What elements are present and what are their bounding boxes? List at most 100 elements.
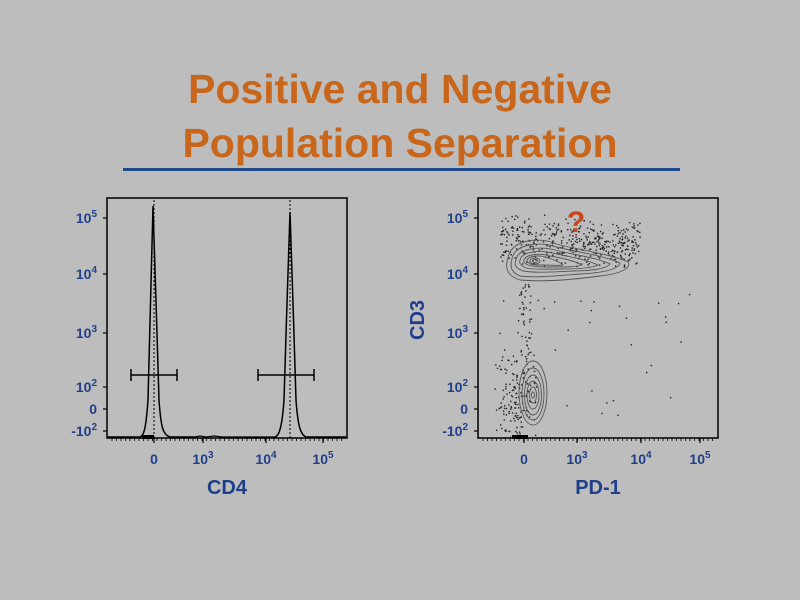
event-dot	[633, 225, 635, 227]
event-dot	[606, 402, 608, 404]
x-tick-label: 103	[566, 450, 588, 467]
event-dot	[525, 395, 527, 397]
event-dot	[533, 382, 536, 384]
event-dot	[578, 227, 580, 230]
event-dot	[556, 252, 559, 254]
event-dot	[510, 227, 513, 229]
event-dot	[513, 386, 515, 389]
event-dot	[508, 257, 510, 259]
event-dot	[529, 384, 532, 387]
event-dot	[627, 245, 629, 248]
title-line-2: Population Separation	[182, 120, 618, 166]
event-dot	[523, 371, 525, 374]
event-dot	[535, 235, 537, 238]
event-dot	[587, 264, 589, 266]
event-dot	[523, 324, 525, 326]
event-dot	[520, 384, 523, 386]
event-dot	[557, 228, 560, 231]
event-dot	[572, 230, 574, 232]
event-dot	[555, 231, 558, 233]
event-dot	[525, 358, 528, 360]
event-dot	[501, 260, 504, 262]
event-dot	[588, 262, 590, 265]
event-dot	[514, 407, 517, 409]
event-dot	[535, 244, 538, 246]
event-dot	[508, 410, 510, 413]
event-dot	[518, 226, 521, 228]
event-dot	[573, 229, 575, 231]
event-dot	[628, 221, 631, 224]
event-dot	[505, 430, 507, 433]
event-dot	[501, 243, 504, 245]
event-dot	[617, 230, 620, 232]
event-dot	[602, 232, 604, 234]
y-tick-label: 104	[76, 265, 98, 282]
event-dot	[573, 243, 575, 245]
event-dot	[571, 244, 573, 247]
event-dot	[527, 390, 530, 393]
event-dot	[528, 232, 531, 234]
event-dot	[607, 253, 610, 255]
y-tick-label: -102	[442, 422, 468, 439]
event-dot	[554, 349, 557, 351]
event-dot	[548, 228, 551, 230]
outlier-events	[494, 214, 691, 446]
event-dot	[603, 243, 606, 246]
event-dot	[601, 248, 604, 250]
event-dot	[572, 235, 574, 237]
event-dot	[513, 389, 515, 391]
event-dot	[511, 363, 513, 366]
event-dot	[579, 225, 582, 228]
event-dot	[527, 231, 530, 233]
event-dot	[515, 237, 518, 239]
histogram-frame	[106, 197, 348, 439]
event-dot	[561, 262, 563, 264]
event-dot	[522, 322, 525, 324]
event-dot	[573, 228, 576, 230]
event-dot	[535, 238, 537, 240]
event-dot	[591, 229, 594, 231]
event-dot	[508, 430, 510, 432]
event-dot	[511, 389, 514, 392]
event-dot	[516, 360, 518, 362]
event-dot	[510, 445, 511, 446]
negative-peak-curve	[108, 205, 195, 438]
event-dot	[551, 232, 554, 235]
event-dot	[646, 371, 648, 374]
event-dot	[520, 291, 523, 293]
event-dot	[572, 251, 574, 253]
event-dot	[505, 372, 507, 374]
event-dot	[624, 253, 626, 255]
event-dot	[615, 244, 617, 246]
event-dot	[626, 248, 628, 250]
event-dot	[524, 220, 526, 223]
event-dot	[520, 292, 522, 294]
event-dot	[520, 293, 523, 296]
event-dot	[588, 248, 591, 251]
event-dot	[529, 337, 531, 339]
event-dot	[583, 219, 585, 222]
event-dot	[584, 245, 587, 248]
event-dot	[533, 262, 535, 265]
event-dot	[517, 239, 520, 242]
event-dot	[548, 237, 551, 240]
event-dot	[526, 344, 528, 346]
event-dot	[614, 258, 617, 261]
event-dot	[543, 259, 545, 262]
event-dot	[553, 301, 556, 303]
event-dot	[621, 238, 624, 240]
event-dot	[530, 318, 533, 320]
event-dot	[502, 300, 505, 302]
event-dot	[505, 217, 507, 220]
event-dot	[514, 218, 516, 221]
event-dot	[612, 240, 614, 242]
event-dot	[521, 226, 524, 229]
event-dot	[627, 229, 629, 231]
event-dot	[592, 223, 594, 226]
event-dot	[618, 305, 621, 308]
event-dot	[524, 286, 526, 288]
event-dot	[565, 218, 567, 220]
negative-gate	[130, 369, 178, 381]
event-dot	[570, 240, 572, 243]
event-dot	[613, 252, 616, 254]
